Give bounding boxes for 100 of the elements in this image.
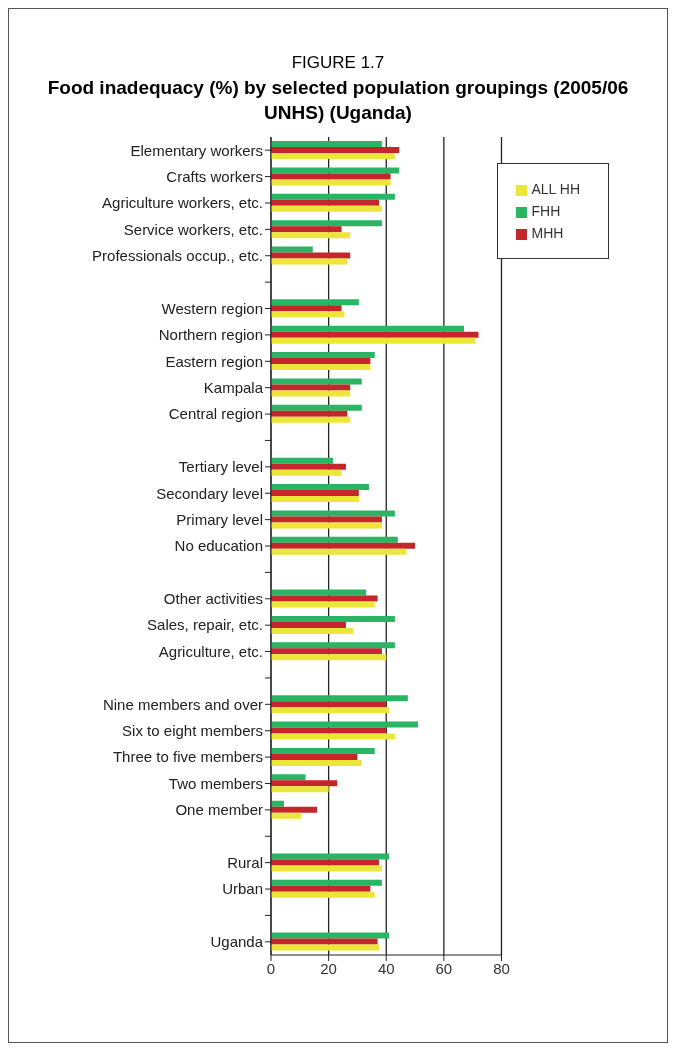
bar bbox=[271, 390, 351, 397]
bar bbox=[271, 305, 342, 312]
bar bbox=[271, 648, 382, 655]
x-tick-label: 0 bbox=[266, 959, 276, 977]
y-tick-label: Two members bbox=[168, 774, 263, 792]
bar bbox=[271, 615, 395, 622]
bar bbox=[271, 358, 371, 365]
bar bbox=[271, 232, 351, 239]
bar bbox=[271, 522, 382, 529]
bar bbox=[271, 853, 390, 860]
legend-label: FHH bbox=[531, 203, 561, 219]
x-tick-label: 40 bbox=[377, 959, 395, 977]
bar bbox=[271, 589, 367, 596]
y-tick-label: Nine members and over bbox=[102, 695, 263, 713]
y-tick-label: Rural bbox=[227, 853, 263, 871]
y-tick-label: Urban bbox=[222, 880, 263, 898]
bar bbox=[271, 331, 479, 338]
y-tick-label: Crafts workers bbox=[166, 167, 263, 185]
bar bbox=[271, 404, 362, 411]
x-tick-label: 80 bbox=[493, 959, 510, 977]
bar bbox=[271, 621, 346, 628]
bar bbox=[271, 496, 359, 503]
bar bbox=[271, 891, 375, 898]
y-tick-label: Agriculture workers, etc. bbox=[102, 194, 263, 212]
bar bbox=[271, 416, 351, 423]
bar bbox=[271, 865, 382, 872]
bar bbox=[271, 944, 380, 951]
bar bbox=[271, 469, 342, 476]
bar bbox=[271, 246, 313, 253]
bar bbox=[271, 457, 333, 464]
bar bbox=[271, 141, 382, 147]
y-tick-label: One member bbox=[175, 801, 263, 819]
bar bbox=[271, 536, 398, 543]
bar bbox=[271, 252, 351, 259]
bar bbox=[271, 601, 375, 608]
bar bbox=[271, 516, 382, 523]
y-tick-label: Secondary level bbox=[156, 484, 263, 502]
bar bbox=[271, 707, 390, 714]
y-tick-label: Elementary workers bbox=[130, 141, 263, 159]
bar bbox=[271, 220, 382, 227]
bar bbox=[271, 695, 408, 702]
bar bbox=[271, 721, 418, 728]
x-tick-label: 20 bbox=[320, 959, 337, 977]
y-tick-label: Other activities bbox=[163, 590, 263, 608]
bar bbox=[271, 727, 387, 734]
bar bbox=[271, 759, 362, 766]
bar bbox=[271, 147, 400, 153]
bar bbox=[271, 548, 407, 555]
bar bbox=[271, 780, 338, 787]
bar bbox=[271, 352, 375, 359]
y-tick-label: Service workers, etc. bbox=[123, 220, 263, 238]
bar bbox=[271, 859, 380, 866]
bar bbox=[271, 258, 348, 265]
bar bbox=[271, 299, 359, 306]
bar bbox=[271, 642, 395, 649]
bar bbox=[271, 753, 358, 760]
y-tick-label: Northern region bbox=[158, 326, 263, 344]
bar bbox=[271, 410, 348, 417]
bar bbox=[271, 938, 378, 945]
y-tick-label: Primary level bbox=[176, 510, 263, 528]
bar bbox=[271, 885, 371, 892]
legend-label: MHH bbox=[531, 225, 564, 241]
bar bbox=[271, 384, 351, 391]
bar bbox=[271, 378, 362, 385]
bar bbox=[271, 484, 369, 491]
bar bbox=[271, 510, 395, 517]
bar bbox=[271, 179, 391, 186]
y-tick-label: Uganda bbox=[210, 933, 264, 951]
bar bbox=[271, 337, 476, 344]
y-tick-label: Kampala bbox=[203, 379, 264, 396]
bar bbox=[271, 786, 329, 793]
bar bbox=[271, 812, 302, 819]
bar bbox=[271, 806, 318, 813]
bar bbox=[271, 879, 382, 886]
y-tick-label: Agriculture, etc. bbox=[158, 642, 263, 660]
y-tick-label: Eastern region bbox=[165, 352, 263, 370]
legend-label: ALL HH bbox=[531, 181, 580, 197]
bar bbox=[271, 747, 375, 754]
chart-title: FIGURE 1.7 bbox=[290, 53, 386, 73]
chart-subtitle: Food inadequacy (%) by selected population groupings (2005/06 UNHS) (Uganda) bbox=[46, 76, 630, 125]
bar bbox=[271, 932, 390, 939]
bar bbox=[271, 542, 416, 549]
bar bbox=[271, 701, 387, 708]
bar bbox=[271, 325, 465, 332]
bar bbox=[271, 733, 395, 740]
bar bbox=[271, 800, 284, 807]
bar bbox=[271, 463, 346, 470]
bar bbox=[271, 311, 345, 318]
x-tick-label: 60 bbox=[435, 959, 453, 977]
y-tick-label: Three to five members bbox=[112, 748, 263, 766]
bar bbox=[271, 774, 306, 781]
bar bbox=[271, 226, 342, 233]
bar bbox=[271, 205, 382, 212]
y-tick-label: Sales, repair, etc. bbox=[147, 616, 263, 634]
y-tick-label: Six to eight members bbox=[122, 722, 263, 740]
bar bbox=[271, 490, 359, 497]
bar bbox=[271, 199, 380, 206]
bar bbox=[271, 654, 387, 661]
y-tick-label: No education bbox=[174, 537, 263, 555]
y-tick-label: Central region bbox=[168, 405, 263, 423]
